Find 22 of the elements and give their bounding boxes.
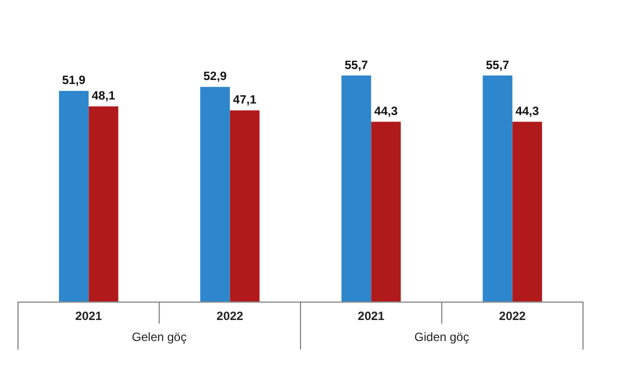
data-label: 52,9	[203, 69, 228, 84]
bar	[58, 90, 89, 302]
bar	[482, 75, 512, 302]
data-label: 44,3	[374, 104, 398, 118]
data-label: 55,7	[486, 58, 510, 72]
text: Gelen göç	[132, 330, 187, 344]
data-label: 55,7	[344, 58, 368, 72]
bar	[341, 75, 372, 302]
x-tick-label: 2021	[358, 309, 385, 324]
x-tick-label: 2022	[499, 309, 526, 324]
bar	[88, 106, 118, 302]
data-label: 51,9	[62, 73, 86, 88]
data-label: 48,1	[92, 88, 116, 103]
x-tick-label: 2022	[216, 309, 244, 324]
data-label: 44,3	[516, 104, 540, 118]
bar	[371, 122, 401, 302]
bar	[230, 110, 260, 302]
text: Giden göç	[414, 330, 470, 344]
data-label: 47,1	[233, 92, 257, 107]
bar	[512, 122, 542, 302]
x-tick-label: 2021	[75, 309, 102, 324]
bar	[200, 86, 230, 302]
